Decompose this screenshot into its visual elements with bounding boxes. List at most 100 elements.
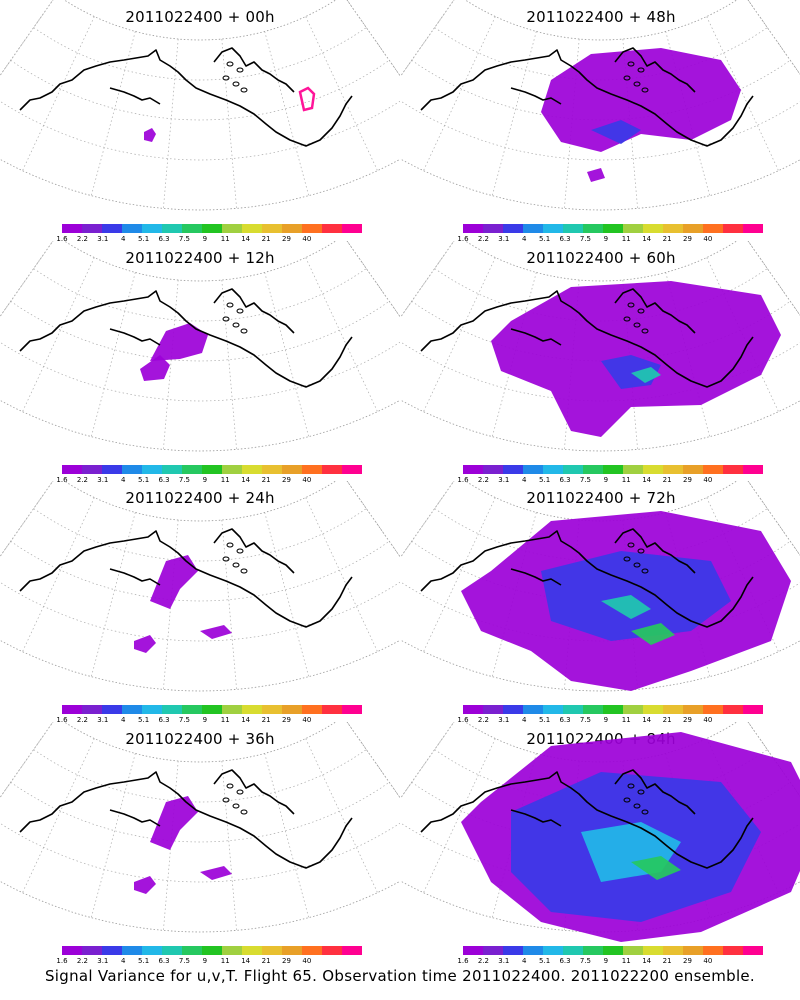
colorbar-swatch [202,465,222,474]
island-outline [627,302,635,308]
longitude-line [423,16,496,171]
colorbar-swatch [583,705,603,714]
colorbar-swatch [142,224,162,233]
colorbar-swatch [222,946,242,955]
colorbar-swatch [683,465,703,474]
colorbar-swatch [122,705,142,714]
island-outline [627,542,635,548]
colorbar-swatch [262,224,282,233]
colorbar-tick-label: 6.3 [559,235,571,243]
colorbar-swatch [62,224,82,233]
island-outline [637,548,645,554]
longitude-line [90,31,136,196]
colorbar-tick-label: 21 [662,957,672,965]
colorbar-labels: 1.6 2.2 3.1 4 5.1 6.3 7.5 9 11 14 21 29 40 [456,957,776,967]
colorbar-tick-label: 4 [120,957,126,965]
colorbar-tick-label: 21 [662,716,672,724]
longitude-line [221,519,237,690]
colorbar-tick-label: 7.5 [579,957,592,965]
latitude-line [401,100,800,161]
colorbar-tick-label: 11 [621,716,631,724]
colorbar-tick-label: 21 [261,957,271,965]
colorbar [463,224,763,233]
colorbar-swatch [162,224,182,233]
colorbar-swatch [242,224,262,233]
colorbar-swatch [483,946,503,955]
colorbar-tick-label: 29 [282,957,291,965]
island-outline [633,803,641,809]
island-outline [623,75,631,81]
variance-region [587,168,605,182]
colorbar-tick-label: 29 [683,957,692,965]
colorbar-tick-label: 40 [703,957,713,965]
colorbar-tick-label: 2.2 [76,235,88,243]
colorbar-swatch [222,224,242,233]
colorbar-tick-label: 14 [642,957,652,965]
colorbar-tick-label: 2.2 [477,235,489,243]
colorbar-swatch [122,946,142,955]
latitude-line [0,100,400,161]
longitude-line [346,241,400,318]
colorbar-tick-label: 1.6 [457,716,469,724]
colorbar-tick-label: 21 [662,235,672,243]
colorbar-tick-label: 3.1 [97,957,109,965]
island-outline [236,308,244,314]
colorbar-swatch [322,224,342,233]
colorbar-swatch [122,224,142,233]
colorbar-swatch [683,946,703,955]
variance-region [541,48,741,152]
colorbar-swatch [242,946,262,955]
colorbar-swatch [182,224,202,233]
colorbar-swatch [543,705,563,714]
colorbar-tick-label: 40 [302,716,312,724]
colorbar-tick-label: 7.5 [579,476,592,484]
colorbar [62,946,362,955]
colorbar-tick-label: 1.6 [56,957,68,965]
longitude-line [90,753,136,918]
island-outline [236,789,244,795]
map-panel: 2011022400 + 60h 1.6 2.2 3.1 4 5.1 6.3 7.5 9 11 14… [401,241,800,484]
island-outline [637,67,645,73]
longitude-line [305,16,378,171]
latitude-line [33,268,367,322]
colorbar-tick-label: 2.2 [76,716,88,724]
colorbar-swatch [162,946,182,955]
colorbar-tick-label: 1.6 [457,957,469,965]
colorbar-swatch [142,465,162,474]
colorbar-tick-label: 11 [220,957,230,965]
colorbar-swatch [322,705,342,714]
colorbar-swatch [342,465,362,474]
colorbar-tick-label: 21 [261,716,271,724]
colorbar-tick-label: 6.3 [559,476,571,484]
longitude-line [264,272,310,437]
longitude-line [346,481,400,558]
variance-region [298,86,316,112]
colorbar-swatch [583,224,603,233]
colorbar-tick-label: 14 [241,235,251,243]
colorbar-swatch [302,224,322,233]
colorbar-tick-label: 1.6 [56,716,68,724]
island-outline [236,548,244,554]
map-panel: 2011022400 + 00h 1.6 2.2 3.1 4 5.1 6.3 7.5 9 11 14… [0,0,400,243]
coastline [213,47,295,93]
latitude-line [33,27,367,81]
colorbar-swatch [182,465,202,474]
colorbar-tick-label: 29 [683,235,692,243]
variance-region [631,367,661,383]
colorbar-swatch [342,224,362,233]
colorbar-tick-label: 21 [662,476,672,484]
colorbar-tick-label: 4 [521,716,527,724]
colorbar-tick-label: 40 [703,235,713,243]
island-outline [232,562,240,568]
colorbar-tick-label: 5.1 [138,235,150,243]
colorbar-tick-label: 3.1 [498,476,510,484]
longitude-line [0,0,54,77]
colorbar-swatch [603,946,623,955]
longitude-line [22,257,95,412]
colorbar-tick-label: 2.2 [477,476,489,484]
longitude-line [747,241,800,316]
colorbar-swatch [523,224,543,233]
colorbar-tick-label: 6.3 [158,957,170,965]
latitude-line [0,581,400,642]
colorbar-swatch [122,465,142,474]
